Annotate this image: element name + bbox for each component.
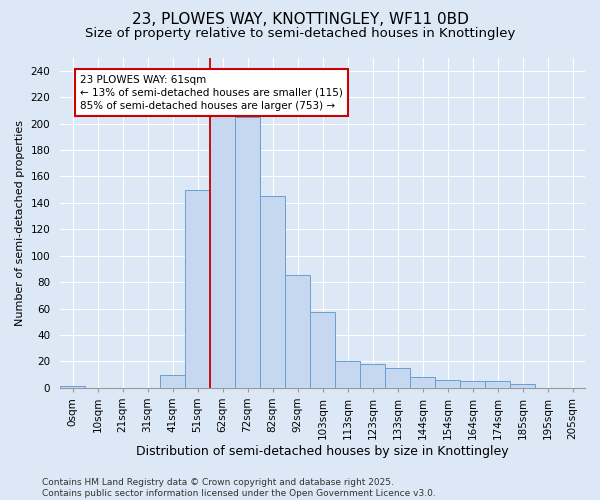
Bar	[185, 190, 210, 388]
Bar	[360, 364, 385, 388]
Bar	[335, 362, 360, 388]
Bar	[210, 110, 235, 388]
Bar	[410, 377, 435, 388]
Bar	[460, 381, 485, 388]
Text: 23, PLOWES WAY, KNOTTINGLEY, WF11 0BD: 23, PLOWES WAY, KNOTTINGLEY, WF11 0BD	[131, 12, 469, 28]
Text: Size of property relative to semi-detached houses in Knottingley: Size of property relative to semi-detach…	[85, 28, 515, 40]
Bar	[160, 374, 185, 388]
Y-axis label: Number of semi-detached properties: Number of semi-detached properties	[15, 120, 25, 326]
Bar	[285, 276, 310, 388]
Bar	[235, 117, 260, 388]
Bar	[385, 368, 410, 388]
X-axis label: Distribution of semi-detached houses by size in Knottingley: Distribution of semi-detached houses by …	[136, 444, 509, 458]
Bar	[435, 380, 460, 388]
Text: 23 PLOWES WAY: 61sqm
← 13% of semi-detached houses are smaller (115)
85% of semi: 23 PLOWES WAY: 61sqm ← 13% of semi-detac…	[80, 74, 343, 111]
Bar	[310, 312, 335, 388]
Bar	[510, 384, 535, 388]
Bar	[60, 386, 85, 388]
Text: Contains HM Land Registry data © Crown copyright and database right 2025.
Contai: Contains HM Land Registry data © Crown c…	[42, 478, 436, 498]
Bar	[485, 381, 510, 388]
Bar	[260, 196, 285, 388]
